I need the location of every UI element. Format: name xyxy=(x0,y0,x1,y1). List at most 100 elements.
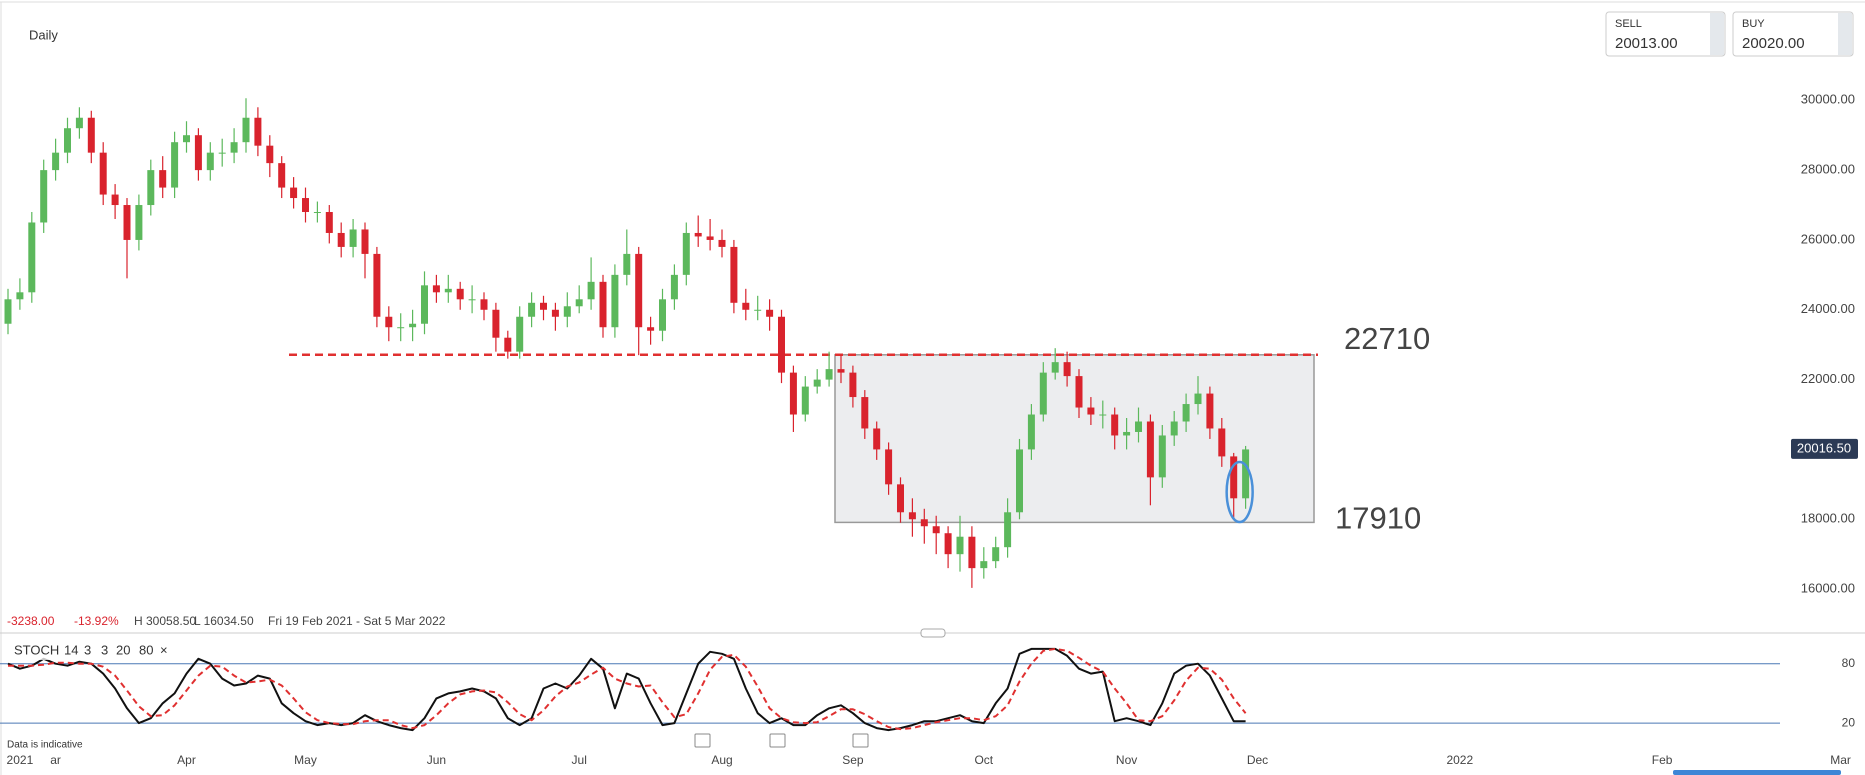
candle-body xyxy=(742,302,750,310)
candle-body xyxy=(1242,449,1250,499)
candle-body xyxy=(432,285,440,293)
change-value: -3238.00 xyxy=(7,614,55,628)
y-tick-label: 18000.00 xyxy=(1801,511,1855,526)
candle-body xyxy=(980,561,988,569)
candle-body xyxy=(706,236,714,240)
low-stat: L 16034.50 xyxy=(194,614,254,628)
x-tick-label: ar xyxy=(50,753,61,767)
x-tick-label: Mar xyxy=(1830,753,1851,767)
last-price-tag xyxy=(1791,438,1858,459)
candle-body xyxy=(897,484,904,513)
candle-body xyxy=(1051,362,1059,373)
high-stat: H 30058.50 xyxy=(134,614,196,628)
candle-body xyxy=(730,246,738,303)
sell-strip xyxy=(1710,13,1724,55)
candle-body xyxy=(718,239,726,247)
candle-body xyxy=(409,323,417,328)
candle-body xyxy=(1182,404,1190,422)
buy-button[interactable]: BUY 20020.00 xyxy=(1732,11,1854,57)
candle-body xyxy=(1230,456,1238,499)
candle-body xyxy=(1087,407,1095,415)
date-range: Fri 19 Feb 2021 - Sat 5 Mar 2022 xyxy=(268,614,446,628)
candle-body xyxy=(504,337,512,352)
candle-body xyxy=(694,232,702,237)
candle-body xyxy=(670,274,678,300)
x-tick-label: 2021 xyxy=(7,753,34,767)
candle-body xyxy=(1075,376,1083,408)
x-tick-label: May xyxy=(294,753,317,767)
candle-body xyxy=(861,397,869,429)
candle-body xyxy=(540,302,547,310)
candle-body xyxy=(956,536,964,555)
candle-body xyxy=(87,117,95,153)
sell-button[interactable]: SELL 20013.00 xyxy=(1605,11,1726,57)
indicator-param: 14 xyxy=(64,642,78,657)
candle-body xyxy=(1135,421,1142,432)
x-tick-label: Feb xyxy=(1652,753,1673,767)
event-icons xyxy=(694,733,869,748)
candle-body xyxy=(873,428,881,450)
resistance-label: 22710 xyxy=(1344,321,1430,356)
candle-body xyxy=(837,369,845,373)
candle-body xyxy=(28,222,36,293)
y-tick-label: 28000.00 xyxy=(1801,162,1855,177)
candle-body xyxy=(932,526,940,534)
y-tick-label: 24000.00 xyxy=(1801,301,1855,316)
sell-box xyxy=(1605,11,1726,57)
candle-body xyxy=(99,152,107,195)
candle-body xyxy=(1004,512,1012,548)
buy-strip xyxy=(1838,13,1852,55)
candles xyxy=(4,98,1250,588)
y-tick-label: 20 xyxy=(1842,715,1856,729)
resize-handle[interactable] xyxy=(920,628,946,638)
scroll-bar[interactable] xyxy=(1673,770,1841,775)
candle-body xyxy=(444,288,452,293)
candle-body xyxy=(52,152,60,171)
candle-body xyxy=(421,285,428,324)
candle-body xyxy=(278,163,286,188)
candle-body xyxy=(468,299,476,301)
candle-body xyxy=(575,299,583,307)
event-icon[interactable] xyxy=(694,733,711,748)
candle-body xyxy=(183,135,190,143)
x-tick-label: Jun xyxy=(427,753,446,767)
support-label: 17910 xyxy=(1335,501,1421,536)
event-icon[interactable] xyxy=(852,733,869,748)
candle-body xyxy=(111,194,119,206)
candle-body xyxy=(1158,435,1166,478)
candle-body xyxy=(611,274,619,328)
candle-body xyxy=(1206,393,1214,429)
footnote: Data is indicative xyxy=(7,740,83,751)
candle-body xyxy=(159,170,167,188)
candle-body xyxy=(1146,421,1154,478)
buy-box xyxy=(1732,11,1854,57)
candle-body xyxy=(147,170,155,206)
change-percent: -13.92% xyxy=(74,614,119,628)
highlight-ellipse xyxy=(1225,460,1254,524)
remove-indicator[interactable]: × xyxy=(160,642,168,657)
candle-body xyxy=(313,212,321,214)
candle-body xyxy=(563,306,571,317)
indicator-param: 3 xyxy=(84,642,91,657)
stoch-line xyxy=(8,647,1247,731)
candle-body xyxy=(385,316,393,328)
candle-body xyxy=(171,142,179,188)
period-label: Daily xyxy=(29,27,58,42)
event-icon[interactable] xyxy=(769,733,786,748)
candle-body xyxy=(397,327,405,329)
candle-body xyxy=(456,288,464,300)
candle-body xyxy=(1194,393,1202,405)
candle-body xyxy=(230,142,238,153)
candle-body xyxy=(1016,449,1023,513)
x-tick-label: Sep xyxy=(842,753,864,767)
candle-body xyxy=(40,170,48,223)
candle-body xyxy=(325,212,333,233)
candle-body xyxy=(480,299,488,310)
candle-body xyxy=(766,309,774,317)
candle-body xyxy=(647,327,655,331)
candle-body xyxy=(920,519,928,527)
candle-body xyxy=(1111,414,1119,436)
candle-body xyxy=(492,309,500,338)
candle-body xyxy=(75,117,83,129)
